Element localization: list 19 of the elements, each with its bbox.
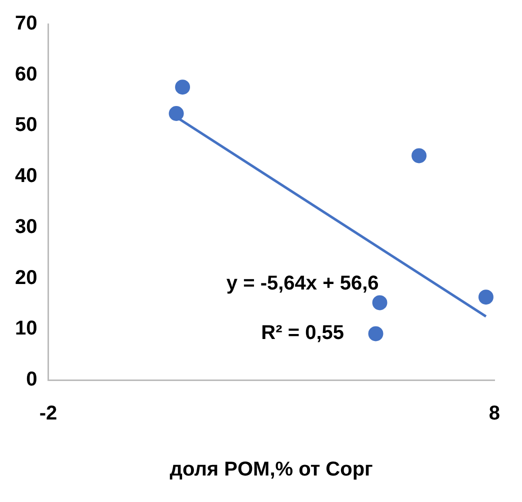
point bbox=[478, 290, 494, 305]
y-tick-label: 20 bbox=[14, 266, 38, 289]
x-tick-label: -2 bbox=[39, 402, 58, 425]
y-tick-label: 70 bbox=[14, 12, 38, 35]
point bbox=[368, 326, 384, 342]
x-axis-title: доля POM,% от Cорг bbox=[170, 458, 373, 481]
y-tick-label: 60 bbox=[14, 63, 38, 86]
annotation: R² = 0,55 bbox=[261, 322, 344, 344]
y-tick-label: 0 bbox=[26, 368, 38, 391]
point bbox=[168, 106, 184, 122]
y-tick-label: 30 bbox=[14, 216, 38, 238]
point bbox=[412, 148, 427, 164]
point bbox=[175, 80, 190, 95]
annotation: y = -5,64x + 56,6 bbox=[226, 272, 379, 294]
y-tick-label: 40 bbox=[14, 165, 38, 188]
y-tick-label: 50 bbox=[14, 114, 38, 136]
x-tick-label: 8 bbox=[488, 402, 500, 425]
point bbox=[372, 295, 388, 310]
y-tick-label: 10 bbox=[14, 318, 38, 340]
